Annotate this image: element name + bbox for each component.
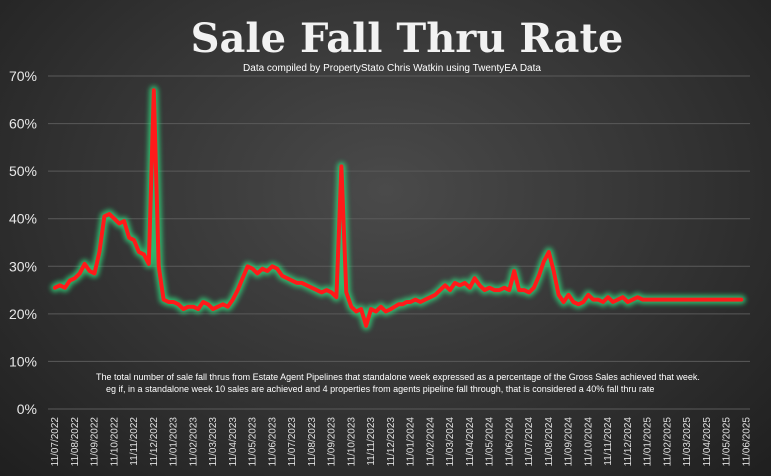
x-tick-label: 11/02/2024	[425, 417, 436, 467]
x-tick-label: 11/01/2023	[169, 417, 180, 467]
x-tick-label: 11/09/2022	[90, 417, 101, 467]
grid	[48, 75, 750, 410]
x-tick-label: 11/04/2025	[702, 417, 713, 467]
x-tick-label: 11/11/2024	[603, 417, 614, 466]
y-tick-label: 70%	[9, 68, 37, 84]
x-axis: 11/07/2022 11/08/2022 11/09/2022 11/10/2022…	[50, 417, 752, 467]
x-tick-label: 11/05/2024	[485, 417, 496, 467]
series-line	[53, 88, 744, 328]
y-tick-label: 20%	[9, 306, 37, 322]
x-tick-label: 11/10/2023	[346, 417, 357, 467]
x-tick-label: 11/10/2022	[109, 417, 120, 467]
x-tick-label: 11/05/2025	[722, 417, 733, 467]
y-tick-label: 40%	[9, 211, 37, 227]
x-tick-label: 11/04/2023	[228, 417, 239, 467]
x-tick-label: 11/01/2024	[406, 417, 417, 467]
chart-subtitle: Data compiled by PropertyStato Chris Wat…	[243, 63, 541, 74]
x-tick-label: 11/09/2023	[327, 417, 338, 467]
x-tick-label: 11/08/2024	[544, 417, 555, 467]
x-tick-label: 11/08/2022	[70, 417, 81, 467]
x-tick-label: 11/04/2024	[465, 417, 476, 467]
x-tick-label: 11/03/2024	[445, 417, 456, 467]
chart-title: Sale Fall Thru Rate	[191, 15, 624, 62]
y-axis: 0% 10% 20% 30% 40% 50% 60% 70%	[9, 68, 37, 417]
series-lines	[50, 85, 746, 331]
x-tick-label: 11/05/2023	[248, 417, 259, 467]
x-tick-label: 11/07/2024	[524, 417, 535, 467]
y-tick-label: 50%	[9, 163, 37, 179]
x-tick-label: 11/12/2023	[386, 417, 397, 467]
annotation-line-2: eg if, in a standalone week 10 sales are…	[106, 384, 654, 394]
x-tick-label: 11/09/2024	[564, 417, 575, 467]
y-tick-label: 10%	[9, 353, 37, 369]
x-tick-label: 11/07/2023	[287, 417, 298, 467]
x-tick-label: 11/12/2024	[623, 417, 634, 467]
x-tick-label: 11/03/2025	[682, 417, 693, 467]
x-tick-label: 11/08/2023	[307, 417, 318, 467]
x-tick-label: 11/06/2023	[267, 417, 278, 467]
y-tick-label: 60%	[9, 116, 37, 132]
x-tick-label: 11/06/2025	[741, 417, 752, 467]
x-tick-label: 11/02/2025	[662, 417, 673, 467]
x-tick-label: 11/12/2022	[149, 417, 160, 467]
x-tick-label: 11/07/2022	[50, 417, 61, 467]
x-tick-label: 11/06/2024	[504, 417, 515, 467]
x-tick-label: 11/11/2022	[129, 417, 140, 466]
y-tick-label: 30%	[9, 258, 37, 274]
annotation-line-1: The total number of sale fall thrus from…	[96, 372, 700, 382]
x-tick-label: 11/10/2024	[583, 417, 594, 467]
x-tick-label: 11/11/2023	[366, 417, 377, 466]
x-tick-label: 11/02/2023	[188, 417, 199, 467]
x-tick-label: 11/03/2023	[208, 417, 219, 467]
y-tick-label: 0%	[17, 401, 37, 417]
x-tick-label: 11/01/2025	[643, 417, 654, 467]
